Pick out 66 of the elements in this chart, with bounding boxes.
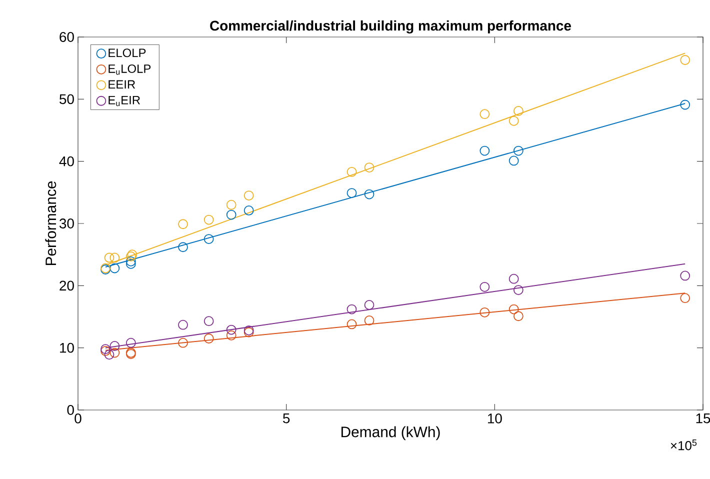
point [226,210,236,220]
point [110,341,120,351]
point [480,307,490,318]
x-tick-label: 15 [696,414,710,424]
point [680,293,690,304]
point [364,300,374,310]
point [513,106,524,116]
point [226,200,236,210]
x-tick-label: 5 [283,414,290,424]
legend-label: E$_{u}$LOLP [108,64,151,75]
point [178,320,188,330]
point [513,311,524,322]
point [244,190,254,200]
point [346,166,357,177]
point [178,219,188,230]
point [364,316,374,326]
legend-label: E$_{u}$EIR [108,96,140,106]
y-tick-label: 40 [59,156,74,166]
point [513,285,524,295]
y-tick-label: 30 [60,218,74,228]
point [226,324,236,335]
point [508,274,519,284]
chart-title: Commercial/industrial building maximum performance [210,20,571,34]
point [480,146,490,156]
x-tick-label: 10 [488,414,502,424]
point [680,270,690,281]
point [226,330,236,340]
y-tick-label: 20 [60,280,74,291]
point [508,304,519,314]
point [508,156,519,166]
point [508,116,519,126]
point [680,100,690,110]
point [204,334,214,344]
point [126,258,136,269]
y-tick-label: 10 [60,342,74,353]
point [178,242,188,252]
point [110,348,120,358]
point [346,188,357,198]
point [513,146,524,156]
point [346,319,357,330]
x-axis-title: Demand (kWh) [341,426,440,440]
y-tick-label: 50 [60,94,74,104]
point [204,214,214,225]
point [126,338,136,348]
point [104,350,114,360]
point [480,109,490,120]
point [126,256,136,266]
point [110,252,120,263]
x-tick-label: 0 [74,414,82,424]
point [244,205,254,216]
point [346,304,357,314]
point [204,234,214,244]
point [104,252,114,263]
point [110,263,120,274]
y-tick-label: 60 [60,32,74,42]
point [178,338,188,348]
legend-label: ELOLP [108,48,146,58]
y-tick-label: 0 [67,405,74,415]
point [364,162,374,172]
text: ×10$^{5}$ [670,440,697,450]
point [204,316,214,326]
y-axis-title: Performance [45,181,56,266]
point [480,282,490,292]
point [680,55,690,65]
legend-label: EEIR [108,80,136,89]
point [364,189,374,200]
